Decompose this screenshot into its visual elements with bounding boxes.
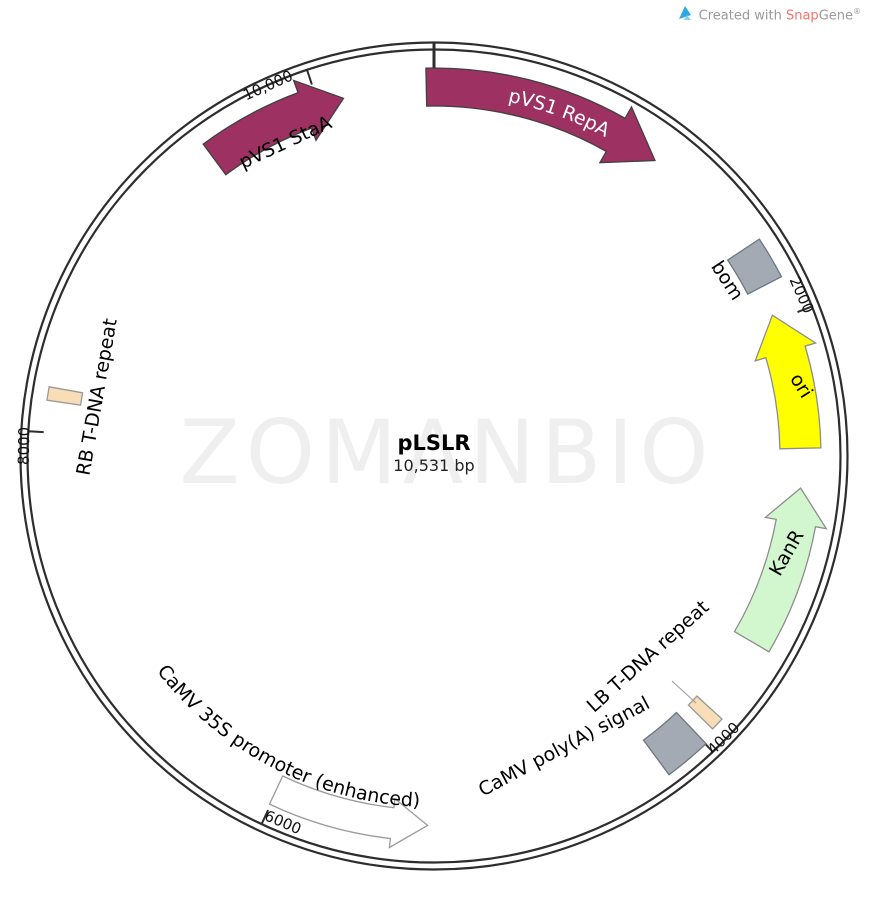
feature-ori [754,314,822,450]
feature-rb-t-dna-repeat [46,386,84,406]
feature-camv-poly-a-signal [642,711,708,776]
tick-2000 [797,305,813,314]
credit-prefix: Created with [698,8,786,24]
lb-tdna-leader-line [671,680,697,704]
feature-bom [726,238,783,295]
feature-camv-35s-promoter-enhanced [268,775,429,849]
tick-8000 [28,430,44,434]
snapgene-logo-icon [678,6,691,21]
credit-text: Created with SnapGene® [699,4,861,24]
tick-label-8000: 8000 [15,427,34,465]
credit-brand-snap: Snap [785,8,819,24]
credit-registered-mark: ® [853,7,861,16]
feature-pvs1-repa [425,67,656,164]
label-camv-poly-a-signal: CaMV poly(A) signal [475,692,654,801]
tick-10-000 [306,69,313,85]
plasmid-size: 10,531 bp [393,456,474,475]
watermark-text: ZOMANBIO [179,401,714,504]
tick-label-2000: 2000 [786,274,818,316]
plasmid-name: pLSLR [397,431,470,455]
annotated-features [46,67,828,849]
snapgene-credit: Created with SnapGene® [678,4,861,24]
feature-lb-t-dna-repeat [687,695,723,730]
feature-kanr [733,487,828,653]
credit-brand-gene: Gene [818,8,853,24]
feature-pvs1-staa [202,79,345,176]
tick-6000 [260,809,270,825]
